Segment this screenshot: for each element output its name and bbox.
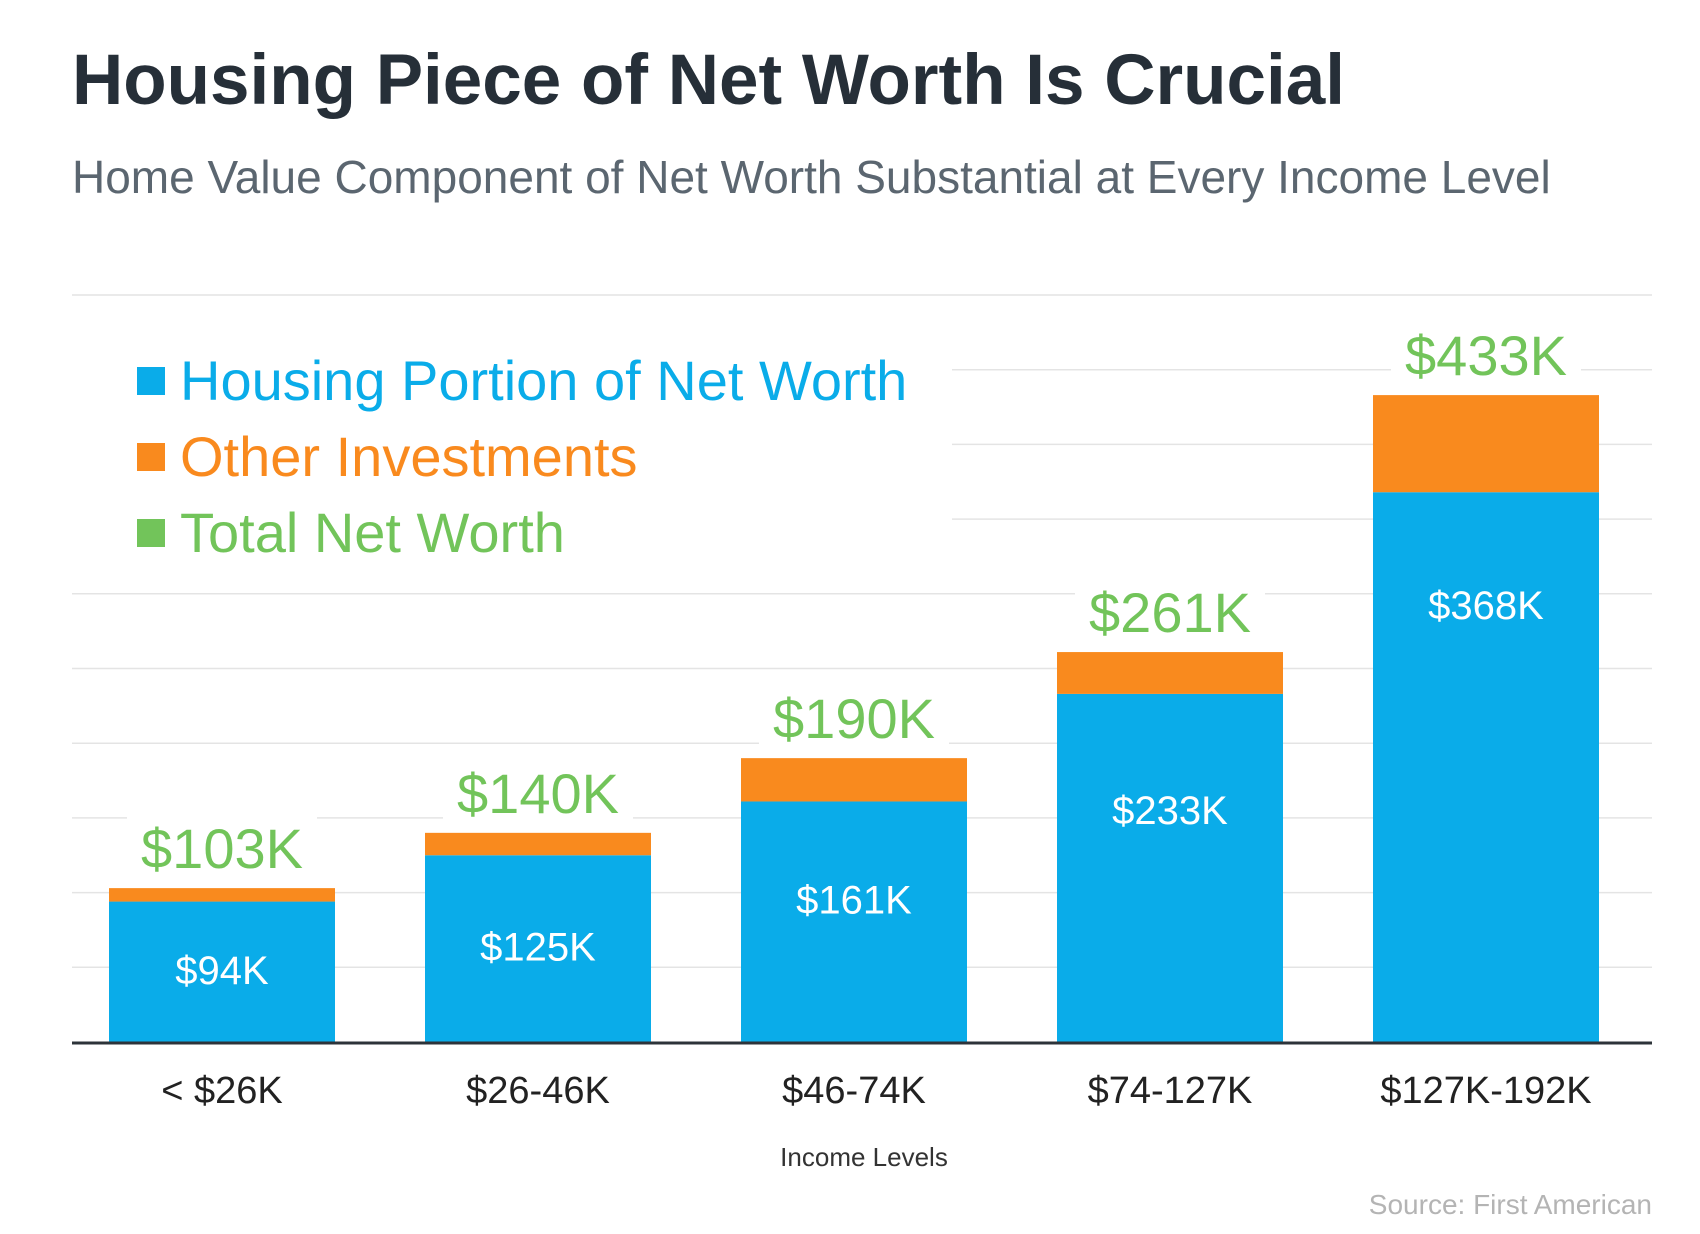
bar-housing bbox=[425, 855, 651, 1042]
x-axis-ticks: < $26K $26-46K $46-74K $74-127K $127K-192K bbox=[161, 1070, 1591, 1112]
housing-value-label: $161K bbox=[796, 879, 912, 923]
bar-other-investments bbox=[741, 758, 967, 802]
total-net-worth-label: $261K bbox=[1089, 581, 1251, 644]
bar-group: $261K $233K bbox=[1057, 574, 1283, 1042]
bar-other-investments bbox=[1373, 395, 1599, 493]
legend-item: Total Net Worth bbox=[137, 501, 565, 564]
bar-other-investments bbox=[1057, 652, 1283, 694]
x-axis-title: Income Levels bbox=[780, 1142, 948, 1172]
chart-subtitle: Home Value Component of Net Worth Substa… bbox=[72, 151, 1551, 203]
legend-label: Total Net Worth bbox=[180, 501, 565, 564]
total-label-background bbox=[1391, 317, 1581, 390]
legend: Housing Portion of Net Worth Other Invest… bbox=[72, 345, 952, 583]
bar-other-investments bbox=[425, 832, 651, 856]
bars: $103K$94K$140K$125K$190K$161K$261K$233K$… bbox=[109, 317, 1599, 1042]
total-net-worth-label: $140K bbox=[457, 762, 619, 825]
bar-housing bbox=[1373, 492, 1599, 1042]
legend-item: Housing Portion of Net Worth bbox=[137, 349, 907, 412]
total-label-background bbox=[443, 754, 633, 827]
bar-group: $140K $125K bbox=[425, 754, 651, 1042]
bar-group: $103K $94K bbox=[109, 810, 335, 1042]
bar-housing bbox=[1057, 693, 1283, 1042]
bar-housing bbox=[741, 801, 967, 1042]
x-tick-label: < $26K bbox=[161, 1070, 283, 1112]
chart-title: Housing Piece of Net Worth Is Crucial bbox=[72, 41, 1345, 120]
total-net-worth-label: $433K bbox=[1405, 324, 1567, 387]
housing-value-label: $233K bbox=[1112, 789, 1228, 833]
legend-label: Other Investments bbox=[180, 425, 638, 488]
total-label-background bbox=[1075, 574, 1265, 647]
bar-group: $433K $368K bbox=[1373, 317, 1599, 1042]
housing-value-label: $94K bbox=[175, 949, 269, 993]
x-tick-label: $26-46K bbox=[466, 1070, 610, 1112]
legend-background bbox=[72, 345, 952, 583]
total-label-background bbox=[127, 810, 317, 883]
bar-other-investments bbox=[109, 888, 335, 902]
legend-item: Other Investments bbox=[137, 425, 638, 488]
legend-swatch bbox=[137, 519, 165, 547]
x-tick-label: $46-74K bbox=[782, 1070, 926, 1112]
housing-value-label: $368K bbox=[1428, 584, 1544, 628]
x-tick-label: $74-127K bbox=[1088, 1070, 1253, 1112]
bar-group: $190K $161K bbox=[741, 680, 967, 1042]
bar-housing bbox=[109, 901, 335, 1042]
x-tick-label: $127K-192K bbox=[1380, 1070, 1591, 1112]
total-net-worth-label: $103K bbox=[141, 817, 303, 880]
source-note: Source: First American bbox=[1369, 1189, 1652, 1220]
legend-swatch bbox=[137, 443, 165, 471]
housing-value-label: $125K bbox=[480, 926, 596, 970]
legend-label: Housing Portion of Net Worth bbox=[180, 349, 907, 412]
total-label-background bbox=[759, 680, 949, 753]
total-net-worth-label: $190K bbox=[773, 687, 935, 750]
legend-swatch bbox=[137, 367, 165, 395]
